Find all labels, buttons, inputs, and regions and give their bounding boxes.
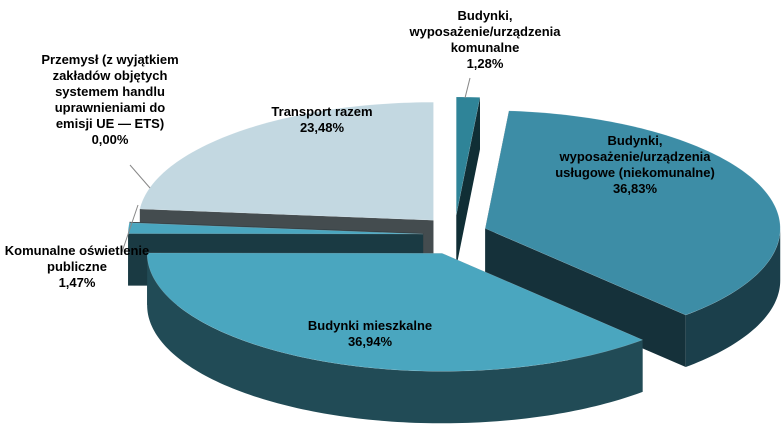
- leader-line: [121, 204, 139, 253]
- slice-label: Budynki mieszkalne 36,94%: [270, 318, 470, 350]
- slice-label: Transport razem 23,48%: [252, 104, 392, 136]
- slice-label: Budynki, wyposażenie/urządzenia usługowe…: [555, 133, 715, 197]
- category-label: Transport razem: [271, 104, 373, 119]
- leader-line: [129, 164, 151, 189]
- slice: [139, 101, 434, 221]
- category-label: Budynki mieszkalne: [307, 318, 433, 333]
- slice-side: [147, 253, 643, 424]
- category-label: Komunalne oświetlenie publiczne: [4, 243, 150, 274]
- slice: [146, 252, 644, 372]
- value-label: 1,28%: [466, 56, 504, 71]
- slice-label: Przemysł (z wyjątkiem zakładów objętych …: [40, 52, 180, 148]
- slice: [484, 110, 781, 316]
- value-label: 0,00%: [91, 132, 129, 147]
- slice: [456, 96, 481, 216]
- slice-side: [685, 228, 781, 368]
- slices: [127, 96, 781, 424]
- value-label: 36,83%: [612, 181, 658, 196]
- category-label: Budynki, wyposażenie/urządzenia komunaln…: [409, 8, 561, 55]
- value-label: 36,94%: [347, 334, 393, 349]
- leader-line: [464, 77, 471, 99]
- category-label: Budynki, wyposażenie/urządzenia usługowe…: [555, 133, 715, 180]
- category-label: Przemysł (z wyjątkiem zakładów objętych …: [41, 52, 179, 131]
- slice-label: Budynki, wyposażenie/urządzenia komunaln…: [405, 8, 565, 72]
- slice-wall: [456, 97, 480, 268]
- value-label: 23,48%: [299, 120, 345, 135]
- slice-label: Komunalne oświetlenie publiczne 1,47%: [2, 243, 152, 291]
- slice-wall: [485, 228, 686, 368]
- value-label: 1,47%: [58, 275, 96, 290]
